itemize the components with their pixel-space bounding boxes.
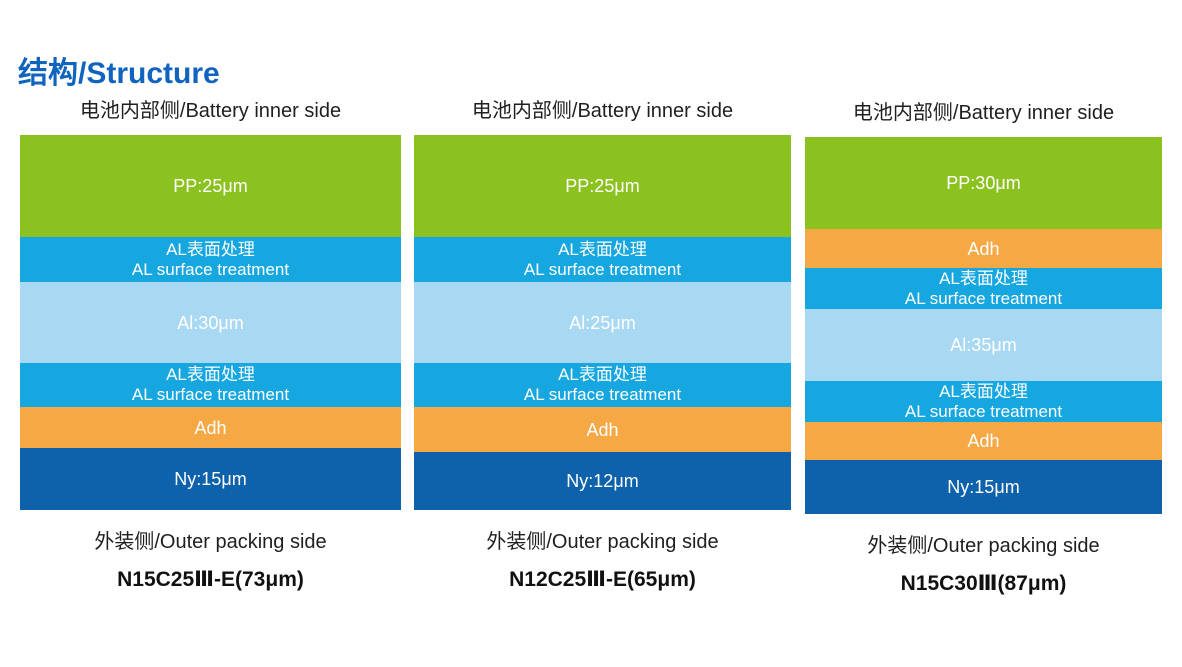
layer-label: Adh bbox=[967, 238, 1000, 259]
layer-label: Adh bbox=[967, 431, 1000, 451]
battery-inner-side-label: 电池内部侧/Battery inner side bbox=[79, 100, 342, 122]
layer-al-surface-treatment: AL表面处理 AL surface treatment bbox=[414, 237, 791, 282]
layer-al-surface-treatment: AL表面处理 AL surface treatment bbox=[805, 381, 1162, 422]
product-name: N15C30Ⅲ(87μm) bbox=[900, 572, 1067, 595]
layer-pp: PP:25μm bbox=[20, 135, 401, 237]
layer-al-surface-treatment: AL表面处理 AL surface treatment bbox=[414, 363, 791, 407]
layer-label: AL表面处理 bbox=[166, 365, 255, 384]
product-name: N12C25Ⅲ-E(65μm) bbox=[509, 568, 696, 591]
layer-label: Ny:12μm bbox=[566, 471, 639, 491]
layer-label: AL表面处理 bbox=[166, 239, 255, 259]
layer-label: AL surface treatment bbox=[523, 385, 682, 404]
layer-adh: Adh bbox=[20, 407, 401, 448]
layer-adh: Adh bbox=[805, 229, 1162, 268]
layer-ny: Ny:15μm bbox=[20, 448, 401, 510]
battery-inner-side-label: 电池内部侧/Battery inner side bbox=[852, 102, 1115, 124]
layer-al-surface-treatment: AL表面处理 AL surface treatment bbox=[20, 363, 401, 407]
layer-label: AL surface treatment bbox=[904, 288, 1063, 308]
layer-label: Al:30μm bbox=[177, 312, 244, 333]
structure-column: 电池内部侧/Battery inner side PP:30μm Adh AL表… bbox=[805, 99, 1162, 596]
layer-label: Al:25μm bbox=[569, 312, 636, 333]
layer-al: Al:35μm bbox=[805, 309, 1162, 381]
layer-ny: Ny:15μm bbox=[805, 460, 1162, 514]
layer-label: PP:25μm bbox=[173, 176, 248, 196]
battery-inner-side-label: 电池内部侧/Battery inner side bbox=[471, 100, 734, 122]
layer-label: PP:30μm bbox=[946, 173, 1021, 193]
page-title: 结构/Structure bbox=[18, 57, 220, 90]
layer-label: PP:25μm bbox=[565, 176, 640, 196]
layer-stack: PP:30μm Adh AL表面处理 AL surface treatment A… bbox=[805, 137, 1162, 514]
layer-stack: PP:25μm AL表面处理 AL surface treatment Al:30… bbox=[20, 135, 401, 510]
layer-label: AL表面处理 bbox=[558, 239, 647, 259]
layer-adh: Adh bbox=[805, 422, 1162, 460]
outer-packing-side-label: 外装侧/Outer packing side bbox=[486, 531, 719, 553]
outer-packing-side-label: 外装侧/Outer packing side bbox=[94, 531, 327, 553]
layer-label: AL表面处理 bbox=[939, 268, 1028, 288]
layer-label: AL surface treatment bbox=[131, 259, 290, 279]
layer-label: Ny:15μm bbox=[174, 469, 247, 489]
layer-adh: Adh bbox=[414, 407, 791, 452]
outer-packing-side-label: 外装侧/Outer packing side bbox=[867, 535, 1100, 557]
layer-al-surface-treatment: AL表面处理 AL surface treatment bbox=[805, 268, 1162, 309]
structure-column: 电池内部侧/Battery inner side PP:25μm AL表面处理 A… bbox=[20, 97, 401, 592]
structure-column: 电池内部侧/Battery inner side PP:25μm AL表面处理 A… bbox=[414, 97, 791, 592]
layer-al: Al:25μm bbox=[414, 282, 791, 363]
layer-label: AL surface treatment bbox=[131, 385, 290, 404]
layer-pp: PP:25μm bbox=[414, 135, 791, 237]
layer-label: AL表面处理 bbox=[558, 365, 647, 384]
layer-label: Adh bbox=[586, 419, 619, 440]
layer-label: AL surface treatment bbox=[904, 401, 1063, 421]
product-name: N15C25Ⅲ-E(73μm) bbox=[117, 568, 304, 591]
layer-label: AL表面处理 bbox=[939, 381, 1028, 401]
layer-label: Ny:15μm bbox=[947, 477, 1020, 497]
layer-label: Adh bbox=[194, 417, 227, 438]
layer-label: AL surface treatment bbox=[523, 259, 682, 279]
layer-label: Al:35μm bbox=[950, 335, 1017, 355]
layer-al-surface-treatment: AL表面处理 AL surface treatment bbox=[20, 237, 401, 282]
layer-ny: Ny:12μm bbox=[414, 452, 791, 510]
layer-stack: PP:25μm AL表面处理 AL surface treatment Al:25… bbox=[414, 135, 791, 510]
layer-al: Al:30μm bbox=[20, 282, 401, 363]
layer-pp: PP:30μm bbox=[805, 137, 1162, 229]
